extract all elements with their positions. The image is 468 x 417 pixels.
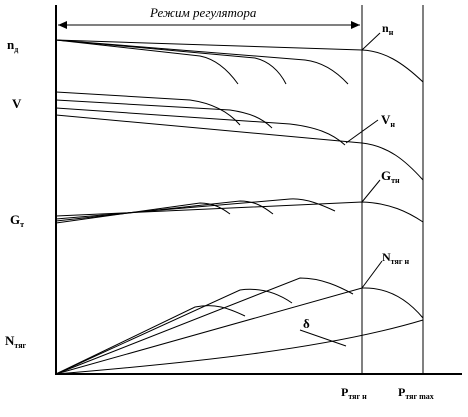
regime-label: Режим регулятора [149,5,257,20]
label-gtn: Gтн [381,168,400,185]
gt-curves [55,198,424,224]
label-p-max: Pтяг max [398,385,434,401]
label-gt: Gт [10,212,24,229]
v-curves [55,91,424,181]
label-nn: nн [382,21,394,37]
label-v: V [12,96,22,111]
regime-arrow [58,21,360,29]
label-vn: Vн [381,112,395,129]
label-ntyg: Nтяг [5,333,27,350]
label-ntygn: Nтяг н [382,250,409,266]
label-nd: nд [7,37,18,54]
label-delta: δ [303,316,310,331]
label-p-nominal: Pтяг н [341,385,367,401]
ntyg-curves [55,277,424,375]
leader-lines [299,32,383,347]
delta-curve [55,319,424,375]
nd-curves [55,39,424,85]
